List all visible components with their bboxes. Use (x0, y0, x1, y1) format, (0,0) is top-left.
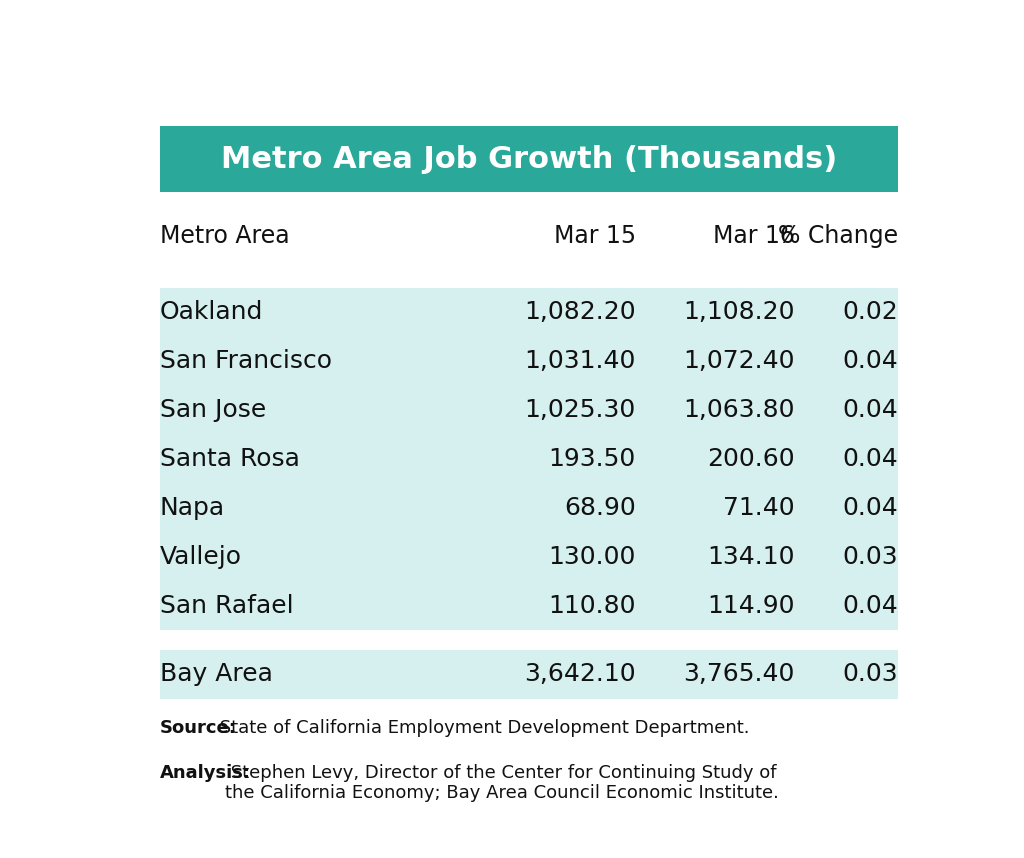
Text: San Rafael: San Rafael (160, 594, 293, 618)
FancyBboxPatch shape (160, 532, 898, 581)
Text: State of California Employment Development Department.: State of California Employment Developme… (214, 719, 750, 737)
Text: 1,031.40: 1,031.40 (524, 349, 636, 373)
Text: 68.90: 68.90 (564, 496, 636, 520)
Text: 0.02: 0.02 (842, 300, 898, 324)
Text: 130.00: 130.00 (549, 545, 636, 569)
Text: 114.90: 114.90 (708, 594, 795, 618)
Text: Metro Area Job Growth (Thousands): Metro Area Job Growth (Thousands) (220, 145, 837, 173)
FancyBboxPatch shape (160, 337, 898, 386)
Text: 71.40: 71.40 (723, 496, 795, 520)
Text: Metro Area: Metro Area (160, 224, 290, 248)
Text: 0.03: 0.03 (842, 545, 898, 569)
Text: Analysis:: Analysis: (160, 764, 251, 782)
FancyBboxPatch shape (160, 581, 898, 630)
Text: 134.10: 134.10 (708, 545, 795, 569)
FancyBboxPatch shape (160, 650, 898, 699)
Text: 0.04: 0.04 (842, 398, 898, 422)
Text: Santa Rosa: Santa Rosa (160, 447, 300, 471)
Text: San Francisco: San Francisco (160, 349, 332, 373)
Text: 110.80: 110.80 (549, 594, 636, 618)
Text: 3,642.10: 3,642.10 (524, 662, 636, 686)
Text: Stephen Levy, Director of the Center for Continuing Study of
the California Econ: Stephen Levy, Director of the Center for… (225, 764, 778, 802)
Text: 1,082.20: 1,082.20 (524, 300, 636, 324)
FancyBboxPatch shape (160, 126, 898, 192)
FancyBboxPatch shape (160, 484, 898, 532)
Text: 0.04: 0.04 (842, 349, 898, 373)
Text: 0.04: 0.04 (842, 594, 898, 618)
Text: 0.03: 0.03 (842, 662, 898, 686)
Text: 0.04: 0.04 (842, 447, 898, 471)
Text: Mar 15: Mar 15 (554, 224, 636, 248)
Text: Mar 16: Mar 16 (713, 224, 795, 248)
Text: 0.04: 0.04 (842, 496, 898, 520)
Text: % Change: % Change (777, 224, 898, 248)
Text: 193.50: 193.50 (549, 447, 636, 471)
Text: San Jose: San Jose (160, 398, 266, 422)
Text: Oakland: Oakland (160, 300, 263, 324)
FancyBboxPatch shape (160, 386, 898, 435)
Text: 3,765.40: 3,765.40 (683, 662, 795, 686)
Text: 1,025.30: 1,025.30 (524, 398, 636, 422)
Text: Bay Area: Bay Area (160, 662, 272, 686)
Text: Vallejo: Vallejo (160, 545, 242, 569)
FancyBboxPatch shape (160, 288, 898, 337)
Text: Napa: Napa (160, 496, 225, 520)
Text: 1,108.20: 1,108.20 (683, 300, 795, 324)
Text: 1,063.80: 1,063.80 (683, 398, 795, 422)
FancyBboxPatch shape (160, 435, 898, 484)
Text: 200.60: 200.60 (707, 447, 795, 471)
Text: 1,072.40: 1,072.40 (683, 349, 795, 373)
Text: Source:: Source: (160, 719, 237, 737)
